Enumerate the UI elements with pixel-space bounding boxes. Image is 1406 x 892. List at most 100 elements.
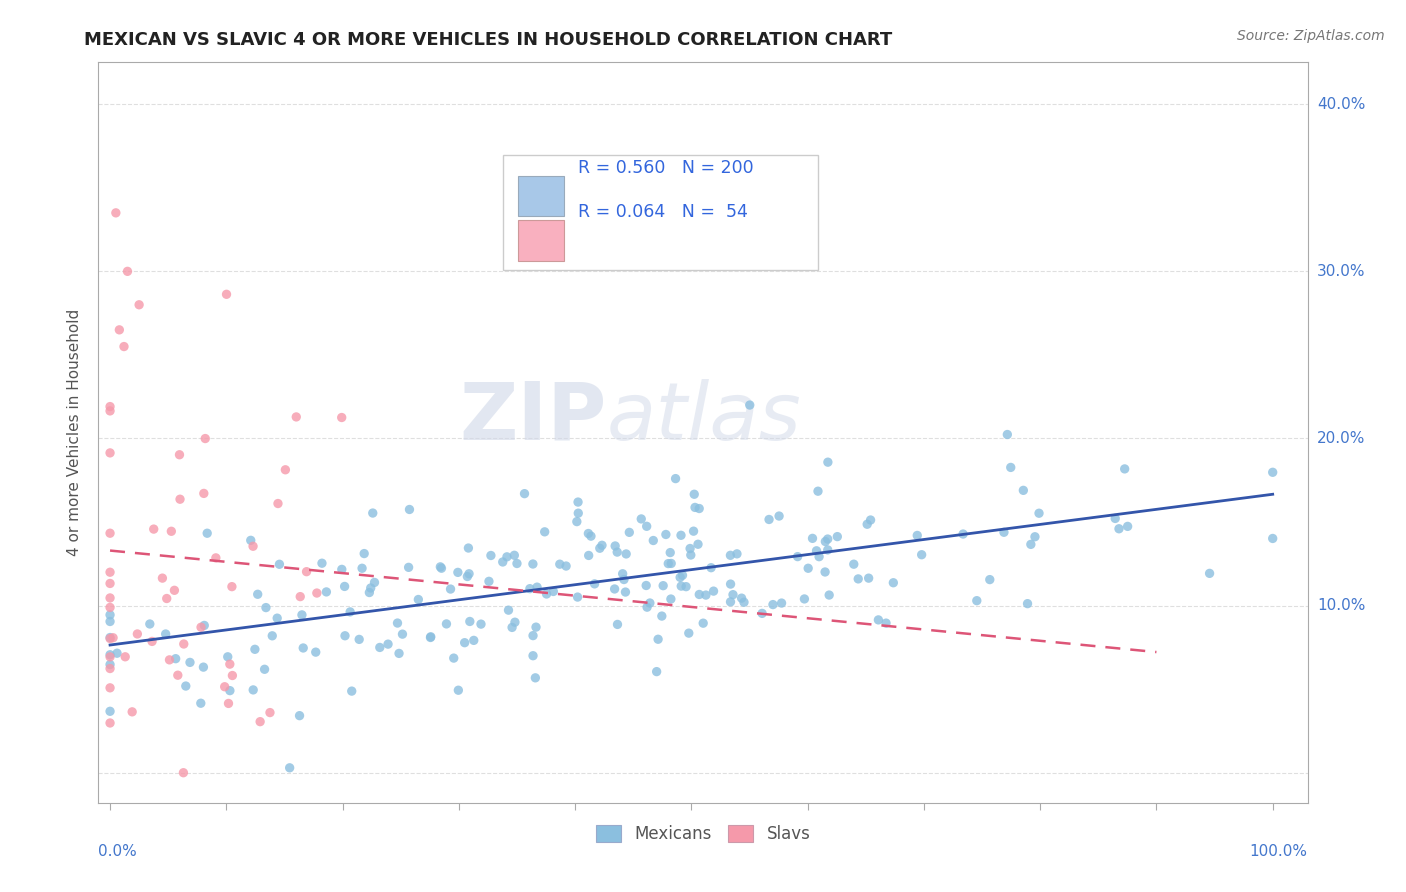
Point (193, 618, 215, 632)
Point (522, 648, 544, 663)
Text: atlas: atlas (606, 379, 801, 457)
Point (793, 591, 815, 606)
Point (160, 524, 183, 539)
Point (659, 545, 682, 559)
Point (98, 704, 121, 718)
Point (695, 588, 717, 602)
Point (762, 598, 785, 612)
Point (408, 592, 430, 607)
Point (242, 682, 264, 697)
Point (605, 539, 627, 553)
Point (565, 515, 588, 529)
Point (612, 566, 634, 581)
Point (295, 565, 318, 579)
Point (179, 656, 201, 670)
Point (254, 600, 277, 615)
Point (98, 716, 121, 731)
Point (165, 651, 187, 665)
Point (105, 646, 128, 660)
Point (548, 557, 571, 571)
Point (905, 528, 928, 542)
Point (430, 561, 453, 575)
Point (567, 506, 589, 520)
Point (98, 607, 121, 622)
Point (659, 557, 682, 571)
Point (1198, 566, 1220, 581)
Point (503, 615, 526, 630)
Point (797, 561, 820, 575)
Point (567, 495, 589, 509)
Point (166, 668, 188, 682)
Text: 20.0%: 20.0% (1317, 431, 1365, 446)
Text: 10.0%: 10.0% (1317, 599, 1365, 613)
Point (315, 585, 337, 599)
Legend: Mexicans, Slavs: Mexicans, Slavs (589, 819, 817, 850)
Point (868, 613, 890, 627)
Point (786, 549, 808, 564)
Point (614, 547, 637, 561)
Point (470, 617, 492, 632)
Point (817, 542, 839, 557)
Point (679, 541, 702, 556)
Point (651, 609, 673, 624)
Point (496, 549, 519, 564)
Point (419, 630, 441, 644)
Point (814, 565, 837, 579)
Point (1012, 483, 1035, 498)
Point (290, 590, 312, 604)
Point (463, 633, 485, 648)
Point (436, 616, 458, 631)
Point (98, 648, 121, 662)
Point (503, 549, 526, 563)
Point (576, 526, 599, 541)
Text: R = 0.560   N = 200: R = 0.560 N = 200 (578, 159, 754, 177)
Point (458, 566, 481, 581)
Text: Source: ZipAtlas.com: Source: ZipAtlas.com (1237, 29, 1385, 43)
Point (142, 522, 165, 536)
Point (536, 587, 558, 601)
Point (643, 533, 665, 548)
Point (501, 620, 523, 634)
Point (679, 548, 702, 562)
Point (655, 527, 678, 541)
Point (738, 398, 761, 412)
Point (669, 570, 692, 584)
Point (619, 525, 641, 540)
Point (266, 611, 288, 625)
Point (814, 534, 837, 549)
Point (636, 600, 658, 615)
Point (1019, 537, 1042, 551)
Point (664, 472, 686, 486)
Text: 100.0%: 100.0% (1250, 844, 1308, 858)
Point (603, 582, 626, 596)
Y-axis label: 4 or more Vehicles in Household: 4 or more Vehicles in Household (67, 309, 83, 557)
Point (217, 649, 239, 664)
Point (682, 524, 704, 538)
Point (524, 671, 547, 685)
Point (98, 615, 121, 629)
Point (606, 617, 628, 632)
Point (458, 615, 481, 629)
Point (1261, 465, 1284, 479)
Point (720, 595, 742, 609)
Point (262, 629, 284, 643)
Point (966, 593, 988, 607)
Point (195, 526, 218, 541)
Point (733, 595, 755, 609)
Point (269, 558, 291, 572)
Point (636, 578, 658, 592)
Point (330, 562, 353, 576)
Point (522, 629, 544, 643)
Point (339, 605, 361, 619)
Point (246, 587, 269, 601)
Point (567, 590, 589, 604)
Point (808, 549, 831, 564)
Point (638, 596, 661, 610)
Point (526, 580, 548, 594)
Point (305, 645, 328, 659)
Point (807, 484, 830, 499)
Point (856, 517, 879, 532)
Point (647, 632, 669, 647)
Point (347, 632, 370, 647)
Point (253, 662, 276, 676)
